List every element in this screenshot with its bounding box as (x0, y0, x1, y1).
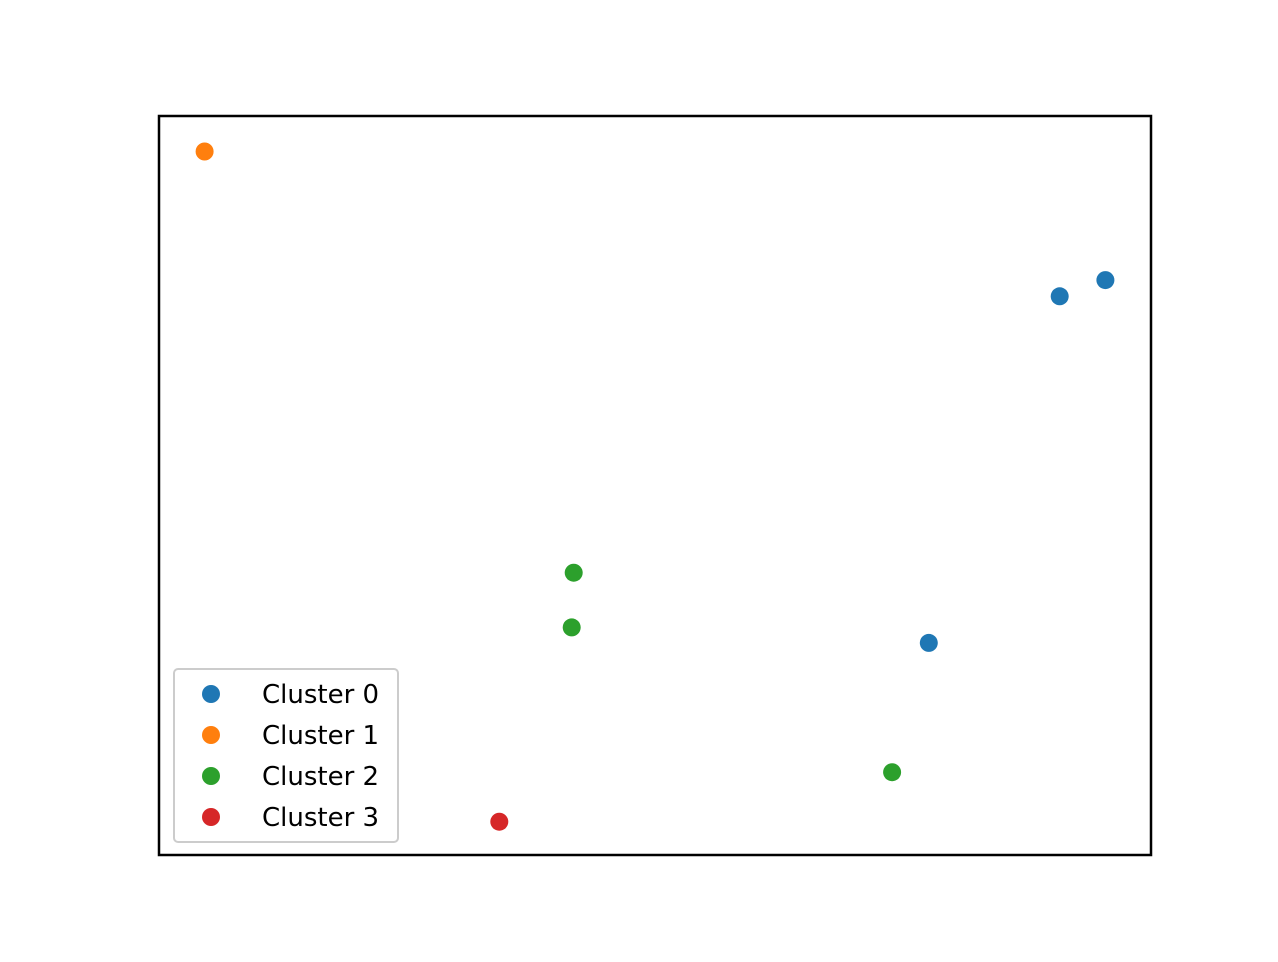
point-cluster-2-1 (562, 618, 581, 637)
plot-frame (157, 114, 1153, 857)
legend-label-0: Cluster 0 (262, 680, 379, 710)
point-cluster-2-0 (564, 563, 583, 582)
legend-label-1: Cluster 1 (262, 721, 379, 751)
point-cluster-0-0 (1050, 287, 1069, 306)
legend-marker-3 (202, 808, 220, 826)
point-cluster-3-0 (490, 812, 509, 831)
point-cluster-2-2 (883, 763, 902, 782)
legend-marker-1 (202, 726, 220, 744)
data-points (195, 142, 1115, 831)
legend-marker-0 (202, 685, 220, 703)
legend-box (173, 668, 399, 843)
legend-label-2: Cluster 2 (262, 762, 379, 792)
point-cluster-0-2 (919, 633, 938, 652)
point-cluster-1-0 (195, 142, 214, 161)
legend-label-3: Cluster 3 (262, 803, 379, 833)
legend-marker-2 (202, 767, 220, 785)
point-cluster-0-1 (1096, 271, 1115, 290)
legend: Cluster 0 Cluster 1 Cluster 2 Cluster 3 (173, 668, 399, 843)
